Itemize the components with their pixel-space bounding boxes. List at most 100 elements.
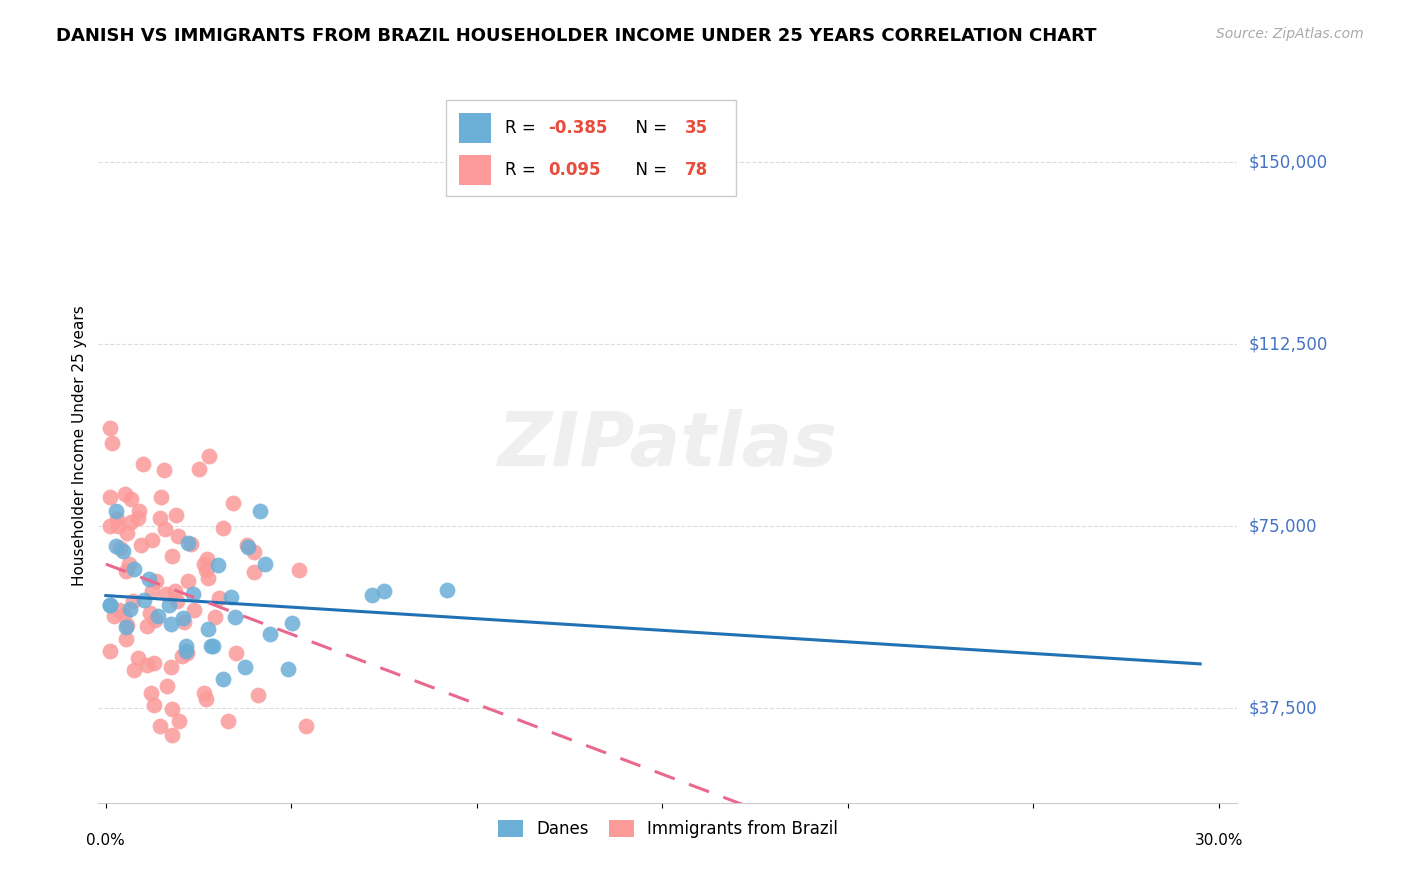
Point (138, 572, 160, 586)
Point (120, 601, 142, 615)
Text: 35: 35 (685, 120, 709, 137)
Point (238, 540, 260, 554)
Point (98, 421, 121, 435)
Point (128, 503, 150, 517)
Point (219, 591, 242, 605)
Point (193, 686, 215, 700)
Text: $75,000: $75,000 (1249, 517, 1317, 535)
Point (200, 639, 222, 653)
Point (221, 496, 243, 510)
Point (121, 594, 143, 608)
Point (193, 557, 215, 571)
Point (174, 643, 197, 657)
Point (195, 691, 218, 706)
Point (204, 610, 226, 624)
Legend: Danes, Immigrants from Brazil: Danes, Immigrants from Brazil (491, 813, 845, 845)
Point (243, 565, 266, 579)
Point (247, 688, 270, 702)
Point (159, 617, 181, 632)
Point (294, 718, 316, 732)
Point (153, 522, 176, 536)
Point (141, 584, 163, 599)
Point (217, 714, 239, 729)
Point (110, 541, 132, 556)
Text: 0.095: 0.095 (548, 161, 600, 178)
Point (176, 647, 198, 661)
Text: Source: ZipAtlas.com: Source: ZipAtlas.com (1216, 27, 1364, 41)
Point (127, 511, 149, 525)
Point (114, 632, 136, 646)
Point (243, 545, 266, 559)
Point (179, 537, 201, 551)
Point (143, 656, 166, 670)
Point (235, 660, 257, 674)
Point (149, 511, 172, 525)
Text: 0.0%: 0.0% (86, 833, 125, 848)
Point (197, 571, 219, 585)
Point (211, 673, 233, 687)
Point (207, 558, 229, 572)
Text: 30.0%: 30.0% (1195, 833, 1243, 848)
Point (160, 728, 183, 742)
Point (181, 587, 204, 601)
Point (103, 608, 125, 623)
Point (120, 516, 142, 530)
Point (194, 563, 217, 577)
Point (165, 583, 187, 598)
Text: -0.385: -0.385 (548, 120, 607, 137)
Point (120, 491, 142, 506)
Text: DANISH VS IMMIGRANTS FROM BRAZIL HOUSEHOLDER INCOME UNDER 25 YEARS CORRELATION C: DANISH VS IMMIGRANTS FROM BRAZIL HOUSEHO… (56, 27, 1097, 45)
Point (177, 574, 200, 588)
Point (172, 611, 194, 625)
Point (129, 538, 152, 552)
Point (281, 615, 304, 630)
Text: R =: R = (505, 161, 541, 178)
Text: $150,000: $150,000 (1249, 153, 1327, 171)
Point (105, 539, 128, 553)
Point (134, 593, 156, 607)
Point (141, 533, 163, 547)
Point (165, 508, 187, 523)
Point (108, 603, 131, 617)
Point (149, 719, 172, 733)
Point (253, 557, 276, 571)
Point (143, 613, 166, 627)
Point (225, 646, 247, 660)
Point (115, 618, 138, 632)
Point (201, 640, 224, 654)
Point (187, 462, 209, 476)
Point (162, 702, 184, 716)
Point (155, 587, 177, 601)
Point (166, 529, 188, 543)
Text: $37,500: $37,500 (1249, 699, 1317, 717)
Point (111, 543, 134, 558)
Point (149, 491, 172, 505)
Point (135, 619, 157, 633)
Point (436, 582, 458, 597)
Point (235, 538, 257, 552)
Text: 78: 78 (685, 161, 709, 178)
Point (177, 535, 200, 549)
Point (139, 686, 162, 700)
Point (277, 662, 299, 676)
Point (98, 519, 121, 533)
Point (249, 504, 271, 518)
Point (195, 551, 218, 566)
Point (198, 449, 221, 463)
Point (166, 593, 188, 607)
Point (170, 648, 193, 663)
Point (174, 640, 197, 654)
Bar (460, 113, 491, 144)
Point (100, 435, 122, 450)
Point (98, 598, 121, 612)
Point (100, 490, 122, 504)
Text: N =: N = (624, 161, 672, 178)
Point (373, 584, 395, 599)
Point (115, 526, 138, 541)
Point (211, 521, 233, 535)
Point (183, 603, 205, 617)
Point (122, 663, 145, 677)
Point (114, 487, 136, 501)
Point (107, 518, 129, 533)
Point (224, 609, 246, 624)
